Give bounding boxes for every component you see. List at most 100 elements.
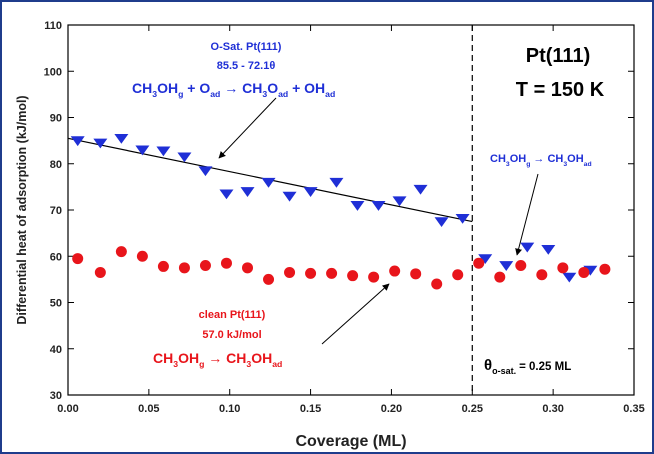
reaction-subscript: 3: [262, 89, 267, 99]
y-tick-label: 50: [50, 298, 62, 310]
reaction-text: CH: [153, 350, 173, 366]
y-axis-label: Differential heat of adsorption (kJ/mol): [15, 95, 29, 324]
x-tick-label: 0.35: [623, 403, 644, 415]
o-sat-data-point: [371, 201, 386, 211]
reaction-subscript: 3: [563, 161, 567, 168]
reaction-text: CH: [490, 153, 506, 165]
o-sat-data-point: [455, 213, 470, 224]
reaction-subscript: g: [178, 89, 183, 99]
clean-data-point: [410, 268, 422, 280]
reaction-text: → CH: [204, 350, 246, 366]
clean-data-point: [326, 267, 338, 279]
reaction-text: OH: [178, 350, 199, 366]
osat-title-annotation: O-Sat. Pt(111): [211, 41, 282, 53]
o-sat-data-point: [392, 196, 407, 207]
theta-label: θo-sat. = 0.25 ML: [484, 357, 571, 376]
clean-data-point: [599, 263, 611, 275]
o-sat-data-point: [70, 136, 85, 147]
o-sat-data-point: [434, 217, 449, 228]
o-sat-data-point: [499, 261, 514, 271]
o-sat-data-point: [240, 187, 255, 197]
temperature-label: T = 150 K: [516, 79, 605, 101]
o-sat-data-point: [282, 191, 297, 202]
clean-title-annotation: clean Pt(111): [199, 309, 266, 321]
clean-data-point: [157, 260, 169, 272]
reaction-text: CH: [132, 80, 152, 96]
clean-data-point: [220, 257, 232, 269]
reaction-text: → CH: [220, 80, 262, 96]
reaction-subscript: ad: [325, 89, 335, 99]
theta-symbol: θ: [484, 357, 492, 374]
osat-reaction-equation: CH3OHg + Oad → CH3Oad + OHad: [132, 80, 335, 99]
clean-value-annotation: 57.0 kJ/mol: [202, 329, 261, 341]
o-sat-data-point: [156, 146, 171, 157]
o-sat-data-point: [93, 138, 108, 149]
y-tick-label: 100: [44, 66, 62, 78]
o-sat-data-point: [350, 201, 365, 211]
o-sat-data-point: [562, 272, 577, 283]
reaction-subscript: ad: [584, 161, 592, 168]
reaction-text: OH: [510, 153, 527, 165]
o-sat-data-point: [478, 254, 493, 265]
reaction-subscript: g: [526, 161, 530, 168]
y-tick-label: 30: [50, 390, 62, 402]
x-tick-label: 0.25: [462, 403, 483, 415]
y-tick-label: 90: [50, 113, 62, 125]
y-tick-label: 60: [50, 251, 62, 263]
o-sat-data-point: [541, 244, 556, 255]
x-tick-label: 0.05: [138, 403, 159, 415]
clean-data-point: [72, 253, 84, 265]
reaction-subscript: 3: [506, 161, 510, 168]
o-sat-data-point: [135, 145, 150, 156]
clean-data-point: [178, 262, 190, 274]
clean-data-point: [284, 266, 296, 278]
o-sat-data-point: [303, 187, 318, 197]
theta-subscript: o-sat.: [492, 366, 516, 376]
x-tick-label: 0.30: [542, 403, 563, 415]
reaction-subscript: ad: [210, 89, 220, 99]
o-sat-data-point: [520, 242, 535, 253]
clean-data-point: [473, 257, 485, 269]
surface-label: Pt(111): [526, 45, 590, 67]
o-sat-data-point: [413, 184, 428, 195]
reaction-text: → CH: [530, 153, 563, 165]
o-sat-data-point: [261, 177, 276, 188]
reaction-text: + O: [183, 80, 210, 96]
osat-pointer-arrow: [218, 97, 277, 159]
clean-data-point: [452, 269, 464, 281]
reaction-text: OH: [567, 153, 584, 165]
reaction-text: O: [267, 80, 278, 96]
clean-data-point: [263, 273, 275, 285]
clean-data-point: [115, 246, 127, 258]
y-tick-label: 110: [44, 20, 62, 32]
clean-data-point: [494, 271, 506, 283]
osat-fit-annotation: 85.5 - 72.1θ: [217, 60, 276, 72]
reaction-subscript: 3: [246, 359, 251, 369]
clean-data-point: [389, 265, 401, 277]
reaction-text: + OH: [288, 80, 325, 96]
clean-data-point: [431, 278, 443, 290]
y-tick-label: 80: [50, 159, 62, 171]
x-tick-label: 0.20: [381, 403, 402, 415]
reaction-text: OH: [157, 80, 178, 96]
clean-data-point: [368, 271, 380, 283]
clean-data-point: [305, 267, 317, 279]
reaction-subscript: ad: [272, 359, 282, 369]
x-tick-label: 0.10: [219, 403, 240, 415]
high-coverage-pointer-arrow: [515, 173, 539, 256]
y-tick-label: 70: [50, 205, 62, 217]
clean-data-point: [515, 260, 527, 271]
clean-data-point: [557, 262, 569, 274]
clean-series: [72, 246, 611, 290]
y-tick-label: 40: [50, 344, 62, 356]
o-sat-data-point: [198, 166, 213, 177]
reaction-subscript: 3: [173, 359, 178, 369]
clean-data-point: [94, 266, 106, 278]
o-sat-series: [70, 133, 598, 283]
o-sat-data-point: [114, 133, 129, 144]
x-tick-label: 0.00: [57, 403, 78, 415]
reaction-subscript: ad: [278, 89, 288, 99]
o-sat-data-point: [177, 152, 192, 163]
